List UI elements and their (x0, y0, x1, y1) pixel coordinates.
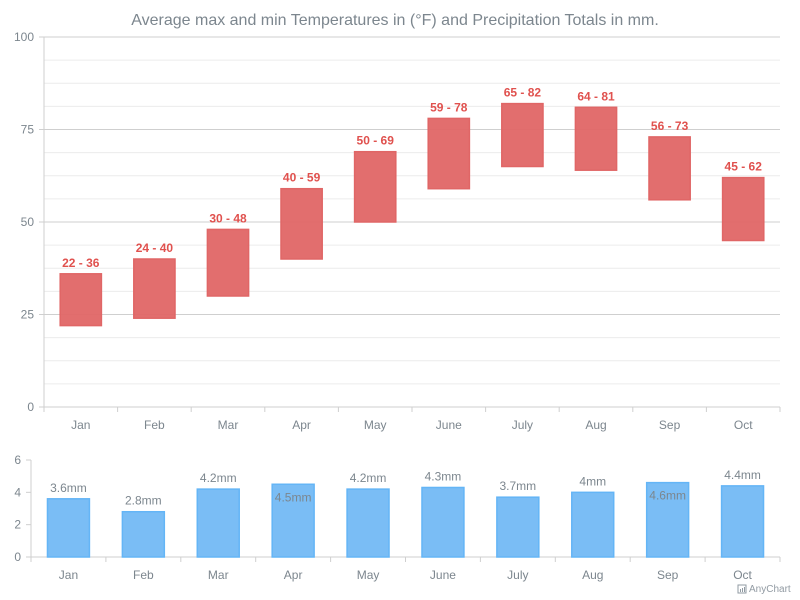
x-tick-label: Oct (733, 568, 752, 582)
x-tick-label: Apr (292, 418, 311, 432)
temperature-range-bar (574, 106, 618, 171)
x-tick-label: Feb (133, 568, 154, 582)
data-label: 4.4mm (724, 468, 761, 482)
x-tick-label: Aug (585, 418, 606, 432)
x-tick-label: July (507, 568, 528, 582)
temperature-range-bar (59, 273, 103, 327)
x-tick-label: Sep (657, 568, 679, 582)
x-tick-label: June (430, 568, 456, 582)
data-label: 24 - 40 (136, 241, 174, 255)
temperature-range-bar (353, 150, 397, 223)
x-tick-label: Sep (659, 418, 681, 432)
data-label: 45 - 62 (725, 160, 763, 174)
anychart-logo-icon (737, 584, 747, 594)
precipitation-chart: 0 2 4 6 Jan Feb Mar Apr May June July Aug Sep Oct 3.6m… (14, 453, 781, 582)
y-tick-label: 0 (27, 400, 34, 414)
y-tick-label: 2 (14, 518, 21, 532)
data-label: 50 - 69 (357, 134, 395, 148)
x-tick-label: June (436, 418, 462, 432)
x-tick-label: May (364, 418, 387, 432)
x-tick-label: Apr (284, 568, 303, 582)
precipitation-bar (571, 491, 615, 558)
precipitation-bar (421, 486, 465, 558)
x-tick-label: Oct (734, 418, 753, 432)
precipitation-bar (196, 488, 240, 558)
y-tick-label: 4 (14, 485, 21, 499)
x-tick-label: May (357, 568, 380, 582)
x-tick-label: Mar (208, 568, 229, 582)
x-tick-label: Jan (59, 568, 78, 582)
credit[interactable]: AnyChart (737, 584, 791, 595)
temperature-range-bar (648, 136, 691, 201)
temperature-chart: 0 25 50 75 100 Jan Feb Mar Apr May June July Aug Sep O… (14, 30, 781, 432)
precipitation-bar (645, 481, 690, 558)
data-label: 65 - 82 (504, 86, 542, 100)
y-tick-label: 75 (21, 123, 35, 137)
x-tick-label: Aug (582, 568, 603, 582)
precipitation-bar (271, 483, 315, 558)
temperature-range-bar (501, 102, 544, 168)
precipitation-bar (121, 510, 166, 558)
x-tick-label: Jan (71, 418, 90, 432)
data-label: 3.6mm (50, 481, 87, 495)
data-label: 4.2mm (200, 471, 237, 485)
data-label: 30 - 48 (209, 211, 247, 225)
data-label: 4.5mm (275, 490, 312, 504)
y-tick-label: 50 (21, 215, 35, 229)
data-label: 4mm (579, 474, 606, 488)
data-label: 4.3mm (425, 469, 462, 483)
data-label: 4.6mm (649, 489, 686, 503)
y-tick-label: 100 (14, 30, 34, 44)
temperature-range-bar (721, 176, 765, 242)
x-tick-label: Mar (218, 418, 239, 432)
x-tick-label: Feb (144, 418, 165, 432)
x-tick-label: July (512, 418, 533, 432)
precipitation-bar (346, 488, 390, 558)
credit-text: AnyChart (749, 584, 791, 595)
precipitation-bar (496, 496, 540, 558)
precipitation-bar (46, 498, 91, 558)
data-label: 64 - 81 (577, 89, 615, 103)
y-tick-label: 0 (14, 550, 21, 564)
data-label: 40 - 59 (283, 171, 321, 185)
temperature-range-bar (427, 117, 471, 190)
chart-title: Average max and min Temperatures in (°F)… (131, 12, 659, 29)
data-label: 3.7mm (500, 479, 537, 493)
data-label: 22 - 36 (62, 256, 100, 270)
data-label: 59 - 78 (430, 100, 468, 114)
y-tick-label: 6 (14, 453, 21, 467)
data-label: 56 - 73 (651, 119, 689, 133)
precipitation-bar (720, 485, 765, 558)
y-tick-label: 25 (21, 308, 35, 322)
data-label: 4.2mm (350, 471, 387, 485)
temperature-range-bar (280, 187, 323, 260)
temperature-range-bar (206, 228, 250, 297)
temperature-range-bar (133, 258, 176, 319)
data-label: 2.8mm (125, 494, 162, 508)
